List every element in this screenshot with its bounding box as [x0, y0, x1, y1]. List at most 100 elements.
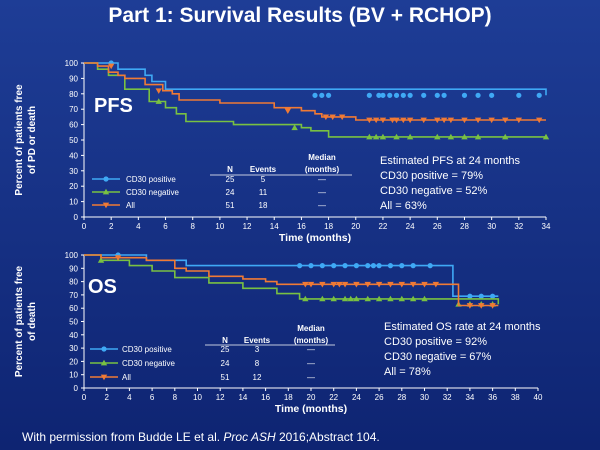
y-tick-label: 90 [69, 264, 78, 273]
citation-footer: With permission from Budde LE et al. Pro… [22, 430, 380, 444]
legend-entry: All [122, 373, 131, 382]
table-cell-median: — [307, 373, 315, 382]
x-tick-label: 34 [465, 393, 474, 402]
censor-mark [474, 133, 482, 140]
censor-mark [399, 263, 405, 269]
x-tick-label: 18 [284, 393, 293, 402]
censor-mark [379, 117, 387, 124]
y-tick-label: 100 [65, 59, 79, 68]
y-axis-label: Percent of patients free [14, 84, 25, 196]
x-tick-label: 28 [397, 393, 406, 402]
panel-label: PFS [94, 95, 133, 117]
censor-mark [478, 293, 484, 299]
x-tick-label: 30 [487, 222, 496, 231]
legend-entry: CD30 negative [126, 188, 179, 197]
censor-mark [440, 117, 448, 124]
censor-mark [447, 133, 455, 140]
censor-mark [302, 281, 309, 288]
table-cell-n: 25 [226, 175, 235, 184]
censor-mark [387, 281, 394, 288]
legend-entry: CD30 positive [122, 345, 172, 354]
x-tick-label: 26 [375, 393, 384, 402]
legend-entry: CD30 negative [122, 359, 175, 368]
censor-mark [341, 281, 349, 288]
y-axis-label: of death [27, 302, 38, 341]
censor-mark [447, 117, 455, 124]
y-tick-label: 40 [69, 151, 78, 160]
censor-mark [398, 281, 405, 288]
y-tick-label: 60 [69, 121, 78, 130]
y-tick-label: 80 [69, 90, 78, 99]
slide-title: Part 1: Survival Results (BV + RCHOP) [108, 4, 492, 27]
x-tick-label: 2 [104, 393, 109, 402]
censor-mark [341, 295, 349, 302]
censor-mark [330, 281, 337, 288]
censor-mark [376, 263, 382, 269]
censor-mark [389, 117, 396, 124]
table-cell-n: 51 [221, 373, 230, 382]
x-axis-label: Time (months) [275, 403, 347, 415]
table-cell-median: — [318, 201, 326, 210]
y-tick-label: 60 [69, 304, 78, 313]
x-tick-label: 24 [406, 222, 415, 231]
table-cell-events: 18 [259, 201, 268, 210]
y-tick-label: 20 [69, 182, 78, 191]
x-tick-label: 16 [261, 393, 270, 402]
x-tick-label: 12 [243, 222, 252, 231]
censor-mark [319, 92, 325, 98]
table-cell-median: — [318, 175, 326, 184]
legend-marker [103, 176, 109, 182]
censor-mark [502, 117, 509, 124]
censor-mark [409, 295, 417, 302]
censor-mark [393, 117, 400, 124]
censor-mark [434, 117, 441, 124]
table-header-median: Median [308, 153, 336, 162]
censor-mark [375, 281, 383, 288]
censor-mark [441, 92, 447, 98]
censor-mark [353, 263, 359, 269]
censor-mark [393, 92, 400, 98]
censor-mark [284, 108, 292, 114]
y-tick-label: 10 [69, 198, 78, 207]
km-line-all [84, 254, 499, 307]
km-line-all [84, 62, 546, 121]
x-tick-label: 40 [534, 393, 543, 402]
km-line-cd30-positive [84, 62, 547, 96]
table-header-months: (months) [294, 336, 329, 345]
y-tick-label: 20 [69, 357, 78, 366]
censor-mark [114, 255, 122, 261]
censor-mark [515, 117, 523, 124]
y-tick-label: 0 [74, 213, 79, 222]
y-tick-label: 0 [74, 384, 79, 393]
censor-mark [387, 295, 394, 302]
table-cell-events: 3 [255, 345, 260, 354]
censor-mark [400, 117, 407, 124]
x-tick-label: 36 [488, 393, 497, 402]
x-tick-label: 18 [324, 222, 333, 231]
x-tick-label: 6 [163, 222, 168, 231]
table-header-n: N [227, 165, 233, 174]
x-tick-label: 38 [511, 393, 520, 402]
censor-mark [536, 117, 543, 124]
x-tick-label: 0 [82, 222, 87, 231]
x-tick-label: 4 [136, 222, 141, 231]
estimate-annotation: Estimated PFS at 24 months [380, 155, 521, 167]
x-tick-label: 28 [460, 222, 469, 231]
censor-mark [380, 92, 386, 98]
x-tick-label: 30 [420, 393, 429, 402]
censor-mark [489, 303, 496, 309]
estimate-annotation: CD30 negative = 67% [384, 351, 492, 363]
y-tick-label: 50 [69, 136, 78, 145]
censor-mark [308, 263, 314, 269]
legend-marker [101, 346, 107, 352]
estimate-annotation: All = 78% [384, 366, 431, 378]
x-tick-label: 4 [127, 393, 132, 402]
censor-mark [502, 133, 509, 140]
km-line-cd30-negative [84, 254, 500, 305]
x-tick-label: 22 [329, 393, 338, 402]
y-tick-label: 90 [69, 74, 78, 83]
censor-mark [365, 263, 371, 269]
